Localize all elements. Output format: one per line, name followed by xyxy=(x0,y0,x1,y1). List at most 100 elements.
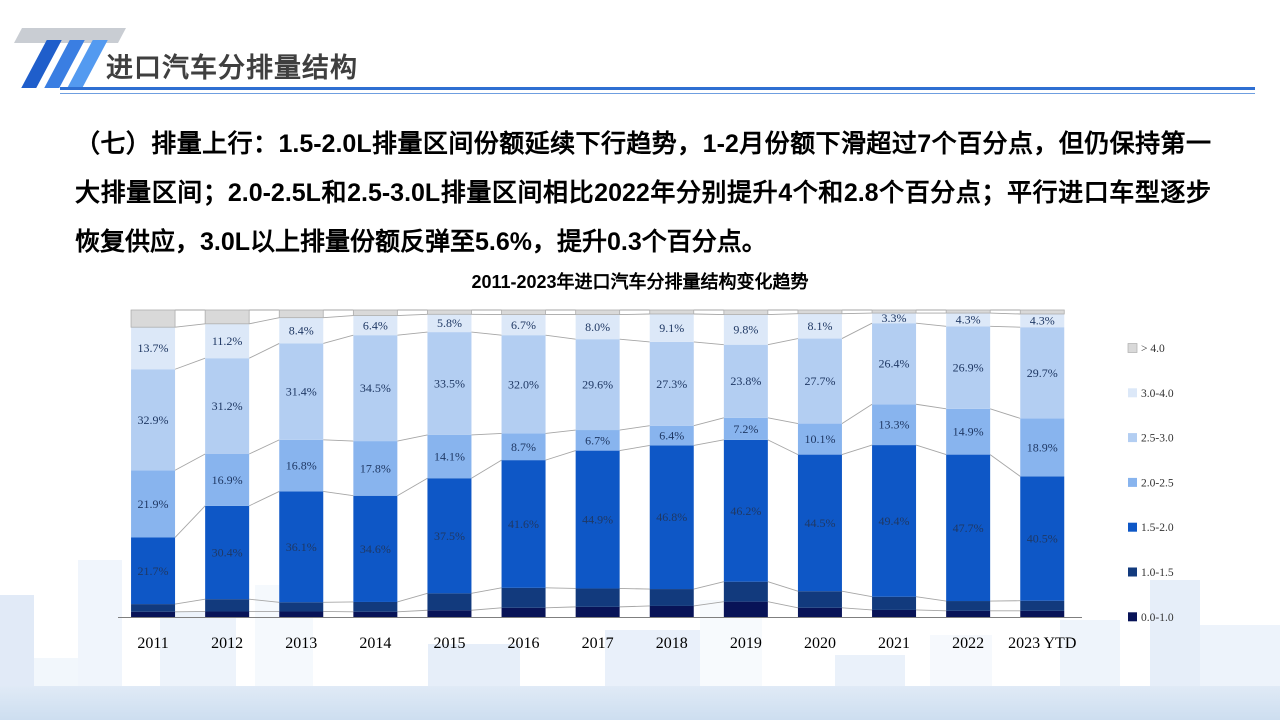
connector-line xyxy=(323,439,354,442)
x-axis-label: 2018 xyxy=(656,635,688,652)
bar-segment-3.0-4.0 xyxy=(575,314,620,340)
connector-line xyxy=(248,439,280,455)
data-label: 8.4% xyxy=(289,324,314,338)
bar-segment-2.5-3.0 xyxy=(427,332,472,435)
connector-line xyxy=(841,607,873,611)
bar-segment-3.0-4.0 xyxy=(131,327,176,370)
data-label: 5.8% xyxy=(437,316,462,330)
bar-segment-1.5-2.0 xyxy=(501,460,546,588)
bar-segment-3.0-4.0 xyxy=(279,317,324,344)
bar-segment-3.0-4.0 xyxy=(872,313,917,324)
data-label: 6.7% xyxy=(585,433,610,447)
bar-segment-3.0-4.0 xyxy=(427,314,472,333)
bar-segment-2.5-3.0 xyxy=(353,335,398,442)
data-label: 18.9% xyxy=(1027,440,1058,454)
data-label: 41.6% xyxy=(508,517,539,531)
data-label: 6.7% xyxy=(511,318,536,332)
connector-line xyxy=(397,477,428,497)
x-axis-label: 2012 xyxy=(211,635,243,652)
bar-segment-> 4.0 xyxy=(797,309,843,315)
bar-segment-0.0-1.0 xyxy=(353,611,398,617)
data-label: 27.3% xyxy=(656,377,687,391)
bar-segment-1.0-1.5 xyxy=(131,604,176,612)
bar-segment-0.0-1.0 xyxy=(279,611,324,617)
connector-line xyxy=(323,490,354,497)
bar-segment-1.5-2.0 xyxy=(1020,476,1065,601)
bar-segment-0.0-1.0 xyxy=(649,605,694,617)
connector-line xyxy=(174,505,206,538)
legend-swatch xyxy=(1128,522,1137,532)
bar-segment-0.0-1.0 xyxy=(797,607,842,617)
connector-line xyxy=(693,313,724,316)
data-label: 33.5% xyxy=(434,377,465,391)
bar-segment-0.0-1.0 xyxy=(723,601,768,617)
connector-line xyxy=(990,408,1021,419)
data-label: 32.9% xyxy=(138,413,169,427)
connector-line xyxy=(174,598,206,605)
data-label: 34.6% xyxy=(360,542,391,556)
data-label: 10.1% xyxy=(804,432,835,446)
connector-line xyxy=(841,590,873,598)
bar-segment-1.0-1.5 xyxy=(797,591,842,608)
data-label: 31.4% xyxy=(286,385,317,399)
legend-swatch xyxy=(1128,477,1137,487)
connector-line xyxy=(767,417,799,425)
data-label: 13.7% xyxy=(138,341,169,355)
x-axis-label: 2021 xyxy=(878,635,910,652)
data-label: 8.7% xyxy=(511,440,536,454)
bar-segment-2.0-2.5 xyxy=(946,408,991,455)
bar-segment-2.0-2.5 xyxy=(501,433,546,461)
data-label: 31.2% xyxy=(212,399,243,413)
connector-line xyxy=(915,403,947,410)
bar-segment-3.0-4.0 xyxy=(353,315,398,336)
bar-segment-3.0-4.0 xyxy=(205,323,250,359)
connector-line xyxy=(693,417,724,427)
data-label: 9.8% xyxy=(733,323,758,337)
bar-segment-3.0-4.0 xyxy=(649,313,694,342)
data-label: 29.7% xyxy=(1027,366,1058,380)
bar-segment-1.5-2.0 xyxy=(872,445,917,597)
data-label: 49.4% xyxy=(879,514,910,528)
page-title: 进口汽车分排量结构 xyxy=(106,53,358,83)
connector-line xyxy=(693,581,724,590)
data-label: 14.1% xyxy=(434,450,465,464)
bar-segment-2.0-2.5 xyxy=(575,430,620,451)
data-label: 34.5% xyxy=(360,381,391,395)
data-label: 7.2% xyxy=(733,422,758,436)
header-rule-thin xyxy=(60,93,1255,94)
bar-segment-1.0-1.5 xyxy=(501,587,546,608)
bar-segment-1.0-1.5 xyxy=(353,601,398,612)
data-label: 13.3% xyxy=(879,418,910,432)
bar-segment-1.0-1.5 xyxy=(575,588,620,607)
bar-segment-2.5-3.0 xyxy=(946,326,991,409)
bar-segment-2.5-3.0 xyxy=(723,344,768,418)
connector-line xyxy=(174,357,206,370)
x-axis-label: 2015 xyxy=(433,635,465,652)
bar-segment-2.5-3.0 xyxy=(575,339,620,431)
data-label: 11.2% xyxy=(212,334,243,348)
data-label: 26.9% xyxy=(953,361,984,375)
data-label: 30.4% xyxy=(212,546,243,560)
bar-segment-0.0-1.0 xyxy=(1020,610,1065,617)
bar-segment-2.5-3.0 xyxy=(501,335,546,434)
x-axis-label: 2022 xyxy=(952,635,984,652)
bar-segment-2.5-3.0 xyxy=(279,343,324,440)
bar-segment-1.0-1.5 xyxy=(427,593,472,611)
data-label: 46.2% xyxy=(730,504,761,518)
data-label: 26.4% xyxy=(879,357,910,371)
connector-line xyxy=(767,338,799,346)
connector-line xyxy=(471,432,502,436)
connector-line xyxy=(545,450,576,461)
bar-segment-2.0-2.5 xyxy=(353,441,398,496)
bottom-band xyxy=(0,686,1280,720)
bar-segment-0.0-1.0 xyxy=(946,610,991,617)
bar-segment-2.0-2.5 xyxy=(205,453,250,506)
bar-segment-0.0-1.0 xyxy=(501,607,546,617)
x-axis-label: 2016 xyxy=(508,635,540,652)
bar-segment-1.0-1.5 xyxy=(205,599,250,612)
connector-line xyxy=(915,444,947,456)
connector-line xyxy=(916,322,947,327)
bar-segment-0.0-1.0 xyxy=(205,611,250,617)
connector-line xyxy=(619,444,650,452)
